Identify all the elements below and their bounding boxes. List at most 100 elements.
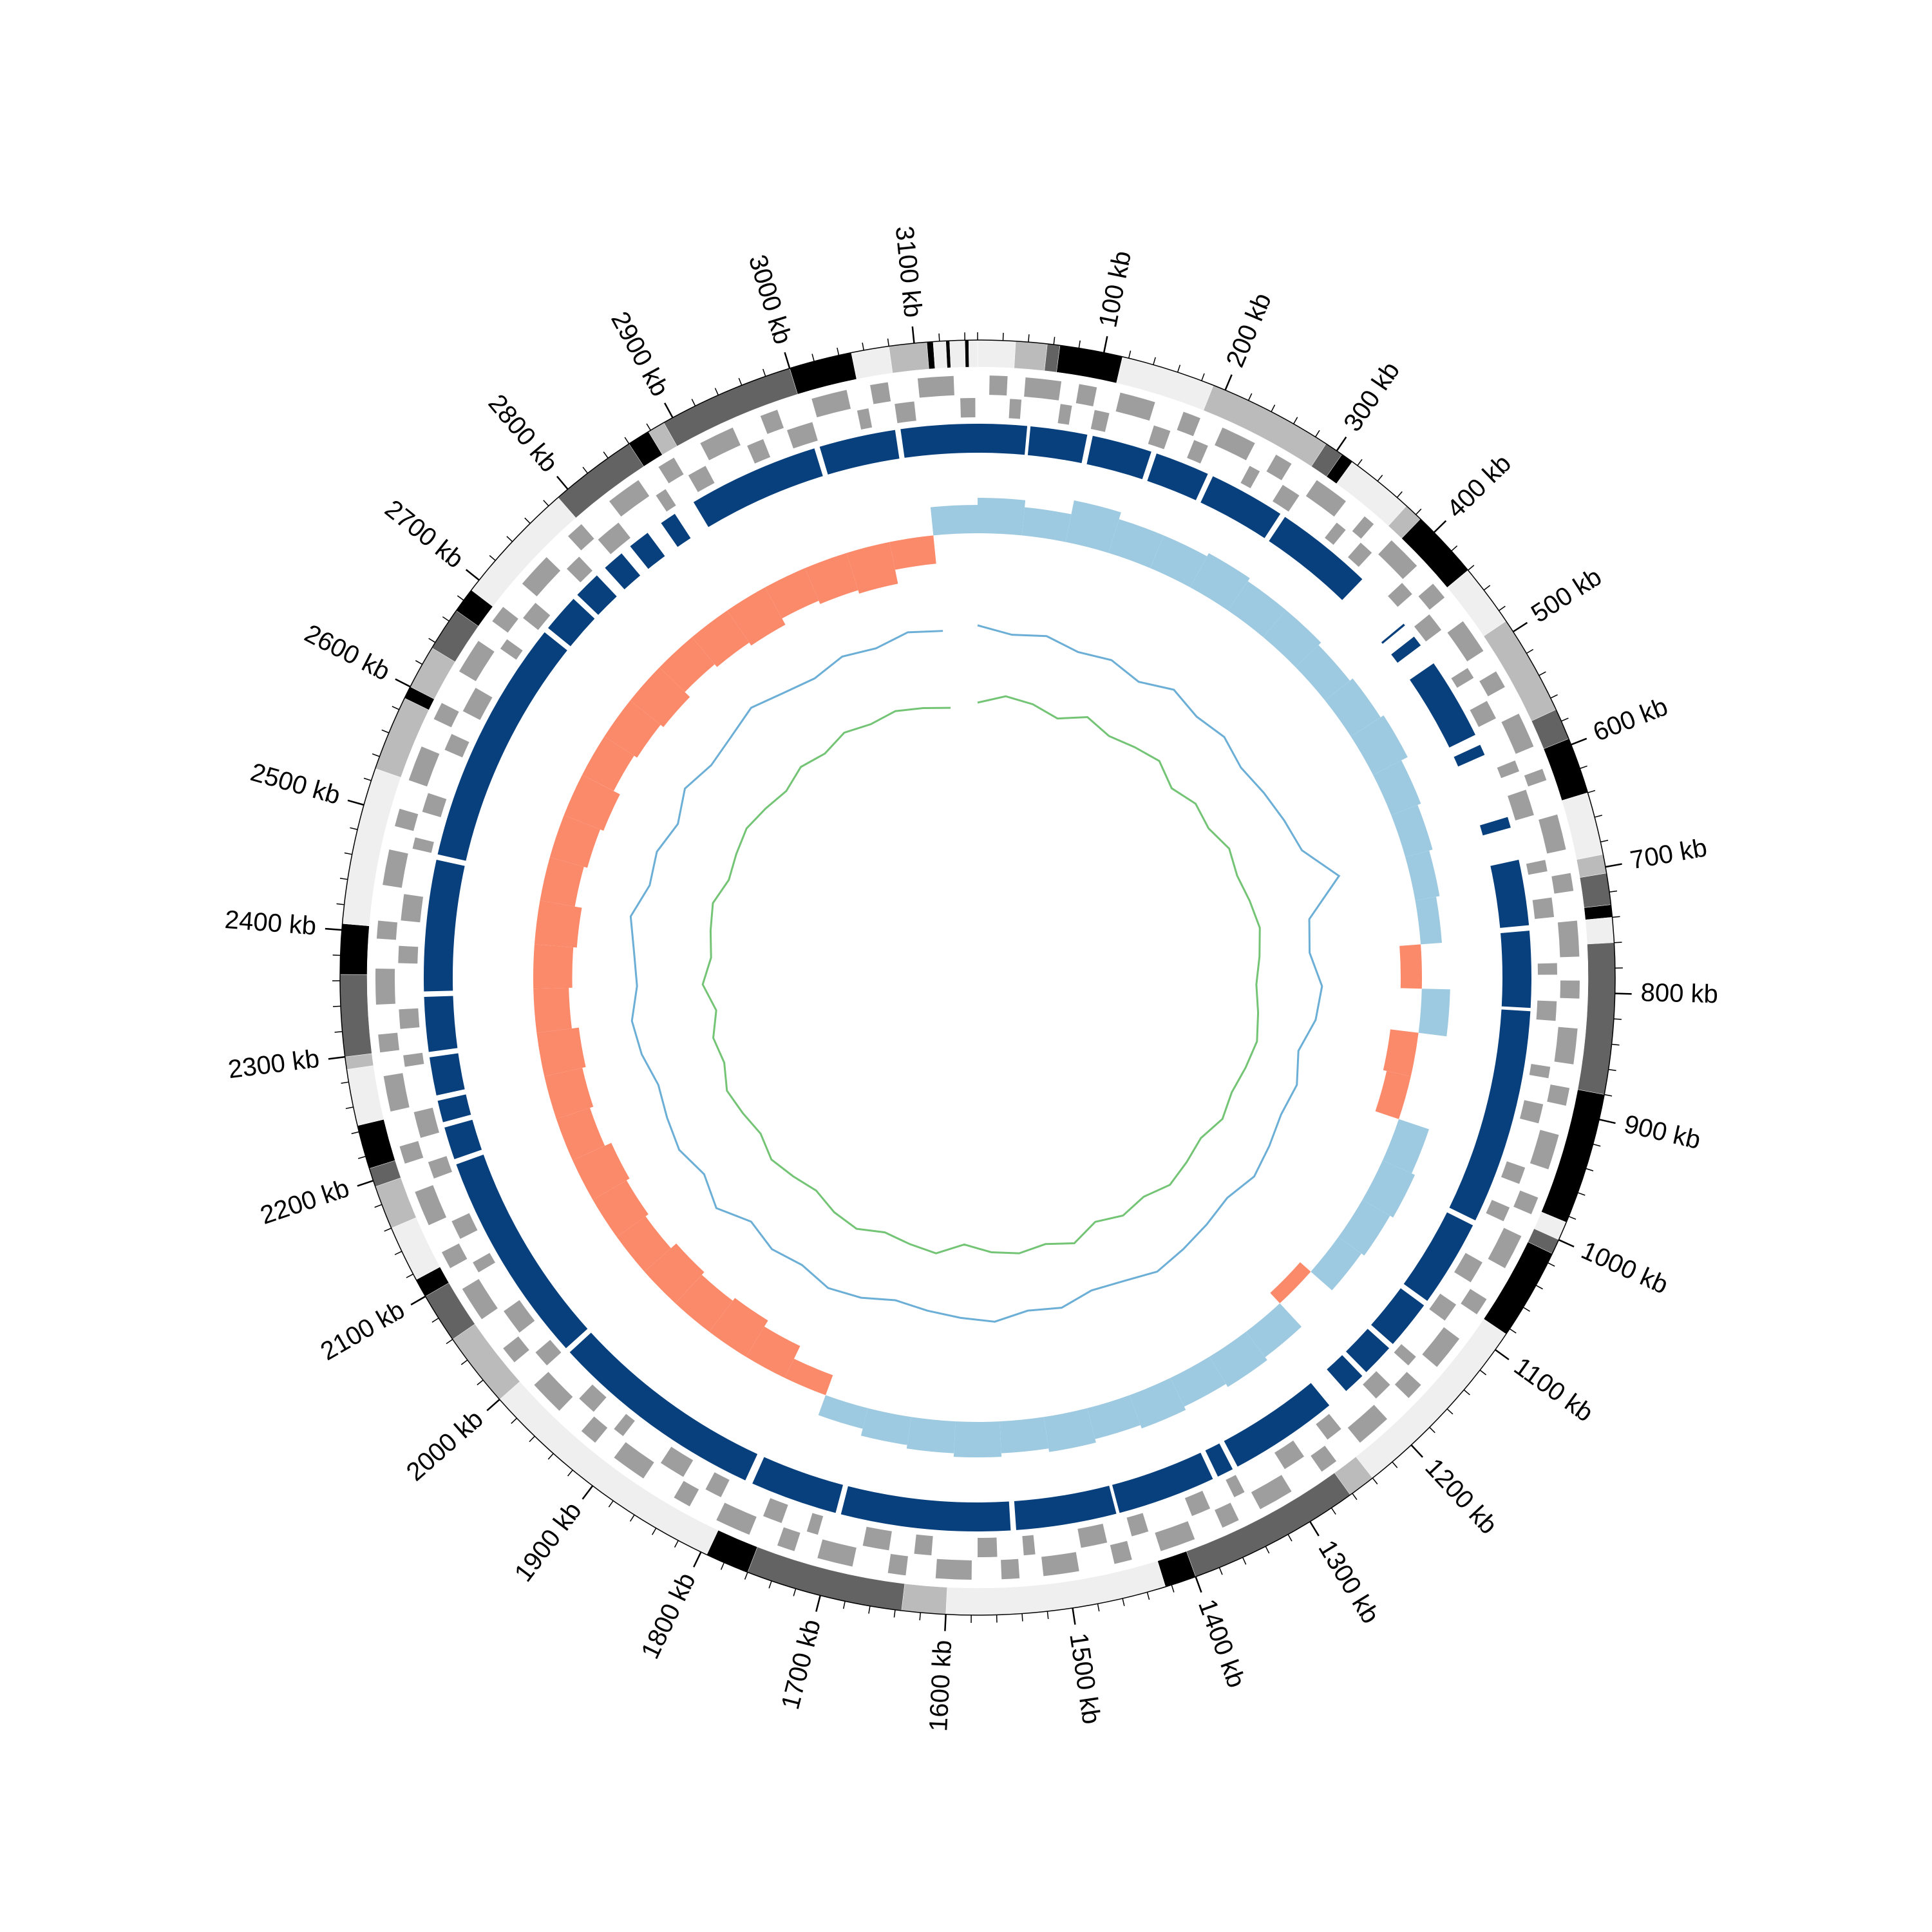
- block: [569, 1332, 758, 1481]
- gene-forward: [1266, 454, 1292, 480]
- gene-forward: [1479, 671, 1505, 697]
- minor-tick: [1396, 491, 1403, 498]
- tick-label: 1800 kb: [636, 1568, 701, 1663]
- gene-reverse: [1184, 1490, 1211, 1517]
- minor-tick: [1522, 1307, 1530, 1312]
- tick: [693, 1551, 702, 1567]
- gene-forward: [811, 390, 851, 418]
- band: [888, 341, 929, 374]
- skew-bar: [544, 1068, 594, 1119]
- minor-tick: [1608, 1068, 1616, 1072]
- skew-bar: [1065, 500, 1121, 553]
- block: [456, 1154, 588, 1349]
- minor-tick: [1587, 790, 1596, 793]
- block: [840, 1486, 1011, 1532]
- block: [693, 448, 823, 527]
- gene-reverse: [1187, 440, 1208, 464]
- block: [1381, 623, 1405, 644]
- tick: [1571, 737, 1587, 746]
- block: [1371, 1288, 1425, 1345]
- block: [1403, 1212, 1473, 1302]
- gene-reverse: [1508, 790, 1534, 821]
- minor-tick: [1247, 393, 1253, 401]
- band: [339, 923, 370, 975]
- gene-forward: [503, 1336, 529, 1363]
- skew-bar: [659, 637, 715, 692]
- gene-reverse: [862, 1526, 892, 1551]
- gene-forward: [1115, 392, 1155, 421]
- gene-forward: [716, 1502, 757, 1535]
- tick: [1309, 1521, 1320, 1537]
- skew-bar: [604, 700, 661, 758]
- minor-tick: [1271, 404, 1276, 412]
- band: [471, 497, 576, 607]
- gene-forward: [415, 1185, 447, 1226]
- tick: [1072, 1607, 1076, 1625]
- block: [1391, 636, 1421, 663]
- minor-tick: [1377, 475, 1383, 482]
- gene-reverse: [1451, 668, 1474, 688]
- gene-forward: [568, 524, 594, 551]
- gene-reverse: [1486, 1200, 1510, 1222]
- tick-label: 500 kb: [1526, 562, 1607, 628]
- band: [1014, 341, 1048, 371]
- minor-tick: [1357, 459, 1363, 466]
- gc-line: [701, 695, 1261, 1255]
- minor-tick: [350, 827, 358, 830]
- skew-bar: [1418, 989, 1450, 1037]
- gene-forward: [760, 410, 784, 434]
- minor-tick: [1372, 1477, 1378, 1484]
- gene-forward: [917, 375, 954, 398]
- skew-bar: [1170, 1356, 1226, 1407]
- minor-tick: [567, 1470, 573, 1477]
- skew-bar: [1227, 581, 1286, 638]
- minor-tick: [738, 377, 743, 386]
- gene-reverse: [1363, 1371, 1390, 1399]
- minor-tick: [374, 1204, 383, 1208]
- skew-bar: [549, 815, 601, 868]
- band: [342, 768, 401, 927]
- skew-bar: [889, 535, 936, 570]
- block: [1454, 744, 1485, 767]
- gene-forward: [408, 746, 440, 787]
- band: [968, 339, 978, 368]
- skew-bar: [1043, 1408, 1096, 1452]
- gene-forward: [1352, 516, 1374, 539]
- gene-forward: [609, 480, 650, 517]
- block: [1205, 1443, 1233, 1477]
- gene-forward: [1394, 1372, 1421, 1398]
- tick-label: 3000 kb: [743, 252, 797, 348]
- gene-forward: [1461, 1289, 1487, 1314]
- gene-reverse: [401, 894, 424, 923]
- minor-tick: [1153, 357, 1156, 365]
- minor-tick: [720, 1562, 725, 1570]
- gene-reverse: [1529, 1063, 1551, 1079]
- minor-tick: [714, 388, 719, 395]
- gene-reverse: [978, 1537, 998, 1557]
- gene-forward: [376, 920, 398, 940]
- block: [1224, 1383, 1330, 1467]
- skew-bar: [1087, 1395, 1141, 1439]
- tick: [1495, 1349, 1510, 1361]
- gene-forward: [433, 703, 459, 728]
- band: [901, 1583, 948, 1615]
- gene-reverse: [1497, 760, 1520, 779]
- skew-bar: [1373, 760, 1421, 815]
- tick: [1558, 1239, 1575, 1248]
- minor-tick: [460, 1359, 468, 1365]
- tick: [1103, 336, 1108, 353]
- gene-reverse: [857, 408, 873, 430]
- gene-forward: [777, 1527, 800, 1551]
- gene-forward: [1557, 920, 1580, 958]
- gene-forward: [1447, 621, 1484, 661]
- band: [1577, 942, 1616, 1095]
- minor-tick: [477, 1379, 484, 1386]
- gene-forward: [887, 1553, 908, 1576]
- skew-bar: [784, 1358, 833, 1396]
- tick-label: 1900 kb: [509, 1497, 587, 1587]
- minor-tick: [1526, 649, 1534, 654]
- minor-tick: [543, 500, 549, 507]
- gene-forward: [375, 969, 395, 1005]
- skew-bar: [1021, 507, 1072, 542]
- tick-label: 800 kb: [1640, 978, 1718, 1009]
